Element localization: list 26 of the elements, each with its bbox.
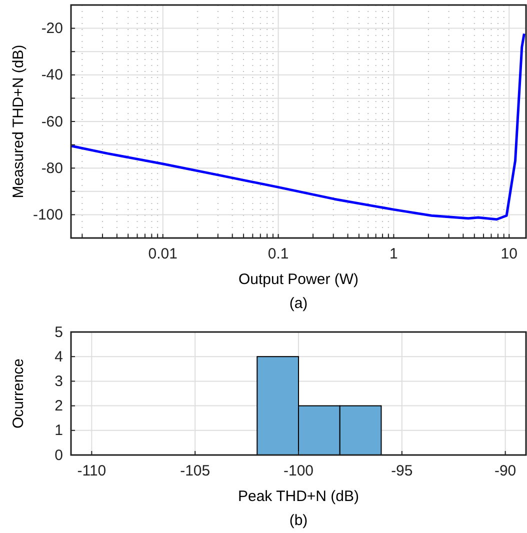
y-tick-label: 4 xyxy=(54,348,63,366)
x-tick-label: -90 xyxy=(494,462,516,480)
x-tick-label: 0.1 xyxy=(268,246,289,263)
y-axis-title: Ocurrence xyxy=(10,358,27,429)
y-tick-label: 1 xyxy=(54,422,63,440)
y-tick-label: 0 xyxy=(54,446,63,464)
y-tick-label: -60 xyxy=(41,113,63,130)
y-tick-label: 2 xyxy=(54,398,63,415)
y-tick-label: 3 xyxy=(54,373,63,390)
x-tick-label: 1 xyxy=(390,246,398,263)
y-tick-label: -20 xyxy=(41,20,63,38)
x-tick-label: 0.01 xyxy=(148,246,178,263)
y-tick-label: 5 xyxy=(54,324,63,341)
text: (a) xyxy=(289,295,308,312)
x-tick-label: -105 xyxy=(180,462,210,480)
y-tick-label: -100 xyxy=(32,206,63,224)
y-tick-label: -40 xyxy=(41,66,63,84)
x-tick-label: -95 xyxy=(391,462,413,480)
y-axis-title: Measured THD+N (dB) xyxy=(10,44,27,198)
x-tick-label: -110 xyxy=(77,462,106,480)
text: (b) xyxy=(289,512,308,529)
x-axis-title: Peak THD+N (dB) xyxy=(238,488,360,505)
x-axis-title: Output Power (W) xyxy=(238,271,359,288)
y-tick-label: -80 xyxy=(41,160,63,177)
x-tick-label: 10 xyxy=(500,246,518,263)
x-tick-label: -100 xyxy=(283,462,314,480)
